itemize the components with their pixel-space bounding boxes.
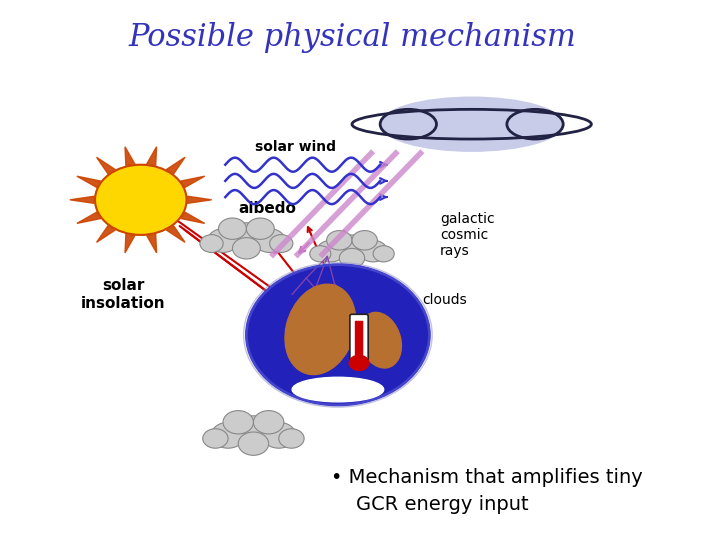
Circle shape [223,410,253,434]
Polygon shape [70,196,94,204]
Circle shape [269,234,293,252]
Circle shape [203,429,228,448]
Circle shape [279,429,304,448]
Circle shape [218,218,246,239]
Ellipse shape [285,284,356,375]
Circle shape [334,235,369,262]
Circle shape [246,265,429,405]
Circle shape [253,410,284,434]
Circle shape [207,228,238,252]
Circle shape [262,422,296,448]
Polygon shape [96,225,115,242]
Text: albedo: albedo [238,201,297,216]
Text: galactic
cosmic
rays: galactic cosmic rays [440,212,495,258]
Circle shape [227,222,266,253]
Ellipse shape [292,377,384,402]
Circle shape [339,248,364,268]
Circle shape [246,218,274,239]
Circle shape [359,240,387,262]
Circle shape [238,432,269,455]
Text: solar wind: solar wind [255,140,336,154]
Polygon shape [77,212,101,224]
Polygon shape [147,147,156,166]
Polygon shape [77,176,101,187]
Text: clouds: clouds [423,293,467,307]
Circle shape [233,238,261,259]
Circle shape [211,422,245,448]
Polygon shape [125,147,135,166]
Polygon shape [181,212,204,224]
Circle shape [317,240,345,262]
Circle shape [95,165,186,235]
FancyBboxPatch shape [355,321,364,360]
Circle shape [200,234,223,252]
Polygon shape [166,225,185,242]
Text: Possible physical mechanism: Possible physical mechanism [128,22,576,52]
Text: solar
insolation: solar insolation [81,278,166,310]
Circle shape [310,246,331,262]
Polygon shape [125,234,135,253]
Circle shape [349,355,369,370]
FancyBboxPatch shape [350,314,368,363]
Circle shape [352,231,377,250]
Text: • Mechanism that amplifies tiny: • Mechanism that amplifies tiny [331,468,643,488]
Polygon shape [181,176,204,187]
Ellipse shape [359,313,402,368]
Polygon shape [166,157,185,174]
Polygon shape [147,234,156,253]
Circle shape [233,416,274,448]
Polygon shape [187,196,212,204]
Circle shape [254,228,285,252]
Polygon shape [96,157,115,174]
Circle shape [327,231,352,250]
Text: GCR energy input: GCR energy input [331,495,528,515]
Circle shape [373,246,395,262]
Ellipse shape [380,97,563,151]
